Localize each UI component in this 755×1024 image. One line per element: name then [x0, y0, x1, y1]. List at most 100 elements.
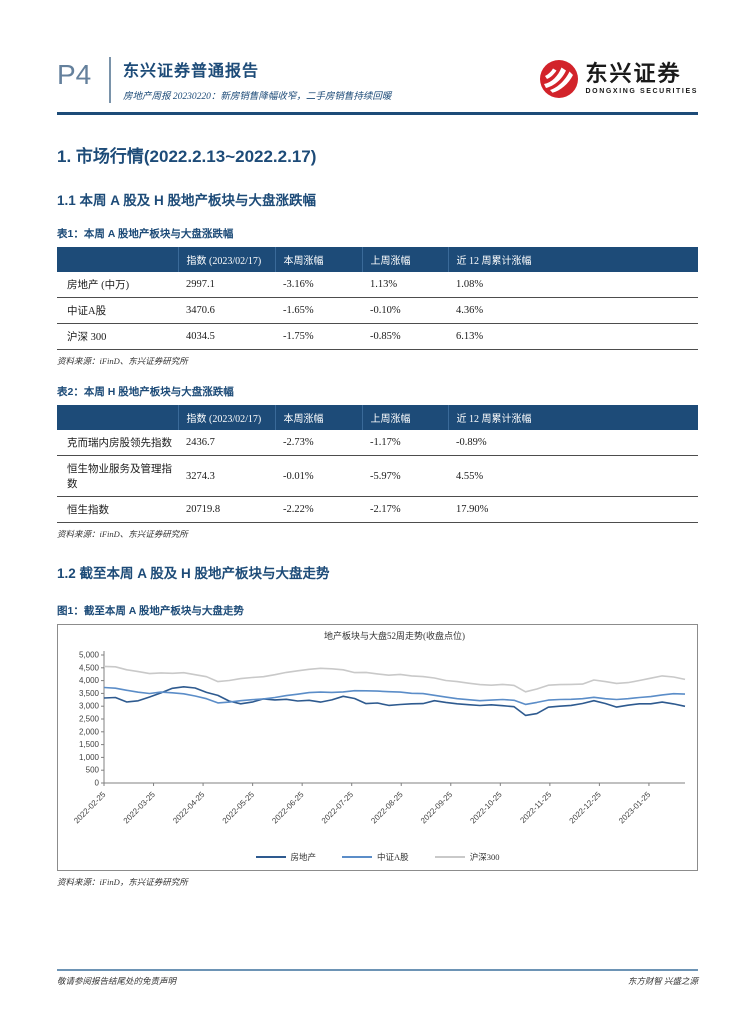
header-divider: [109, 57, 111, 103]
y-tick-label: 0: [95, 779, 100, 788]
table2-caption: 表2：本周 H 股地产板块与大盘涨跌幅: [57, 386, 234, 398]
table2-header-cell: 本周涨幅: [274, 405, 362, 430]
index-value: 2997.1: [178, 272, 275, 298]
y-tick-label: 5,000: [79, 651, 100, 660]
cum-12w-change: -0.89%: [448, 430, 698, 456]
x-tick-label: 2022-07-25: [320, 790, 356, 826]
x-tick-label: 2022-02-25: [72, 790, 108, 826]
section-title: 1. 市场行情(2022.2.13~2022.2.17): [57, 147, 317, 166]
table1-header-row: 指数 (2023/02/17) 本周涨幅 上周涨幅 近 12 周累计涨幅: [57, 247, 698, 272]
x-tick-label: 2022-12-25: [568, 790, 604, 826]
x-tick-label: 2022-04-25: [171, 790, 207, 826]
figure1-caption: 图1：截至本周 A 股地产板块与大盘走势: [57, 605, 244, 617]
brand-name-en: DONGXING SECURITIES: [585, 88, 698, 95]
cum-12w-change: 4.55%: [448, 455, 698, 497]
legend-label: 房地产: [290, 852, 317, 862]
index-value: 3470.6: [178, 297, 275, 324]
subsection-title-1-2: 1.2 截至本周 A 股及 H 股地产板块与大盘走势: [57, 566, 330, 581]
legend-item: 房地产: [255, 851, 317, 863]
trend-chart-svg: 地产板块与大盘52周走势(收盘点位) 0 500 1,000 1,500 2,000 2,5…: [72, 630, 686, 826]
index-value: 2436.7: [178, 430, 275, 456]
week-change: -0.01%: [275, 455, 362, 497]
last-week-change: -5.97%: [362, 455, 448, 497]
week-change: -1.75%: [275, 323, 362, 350]
series-line-中证A股: [103, 686, 686, 706]
y-tick-label: 500: [86, 766, 100, 775]
footer-slogan: 东方财智 兴盛之源: [627, 976, 698, 986]
header-rule: [57, 112, 698, 115]
table-row: 恒生物业服务及管理指数 3274.3 -0.01% -5.97% 4.55%: [57, 455, 698, 497]
cum-12w-change: 17.90%: [448, 496, 698, 523]
table1-source: 资料来源：iFinD、东兴证券研究所: [57, 356, 188, 366]
y-tick-label: 4,000: [79, 676, 100, 685]
table-row: 恒生指数 20719.8 -2.22% -2.17% 17.90%: [57, 496, 698, 523]
legend-item: 中证A股: [342, 851, 409, 863]
chart-title: 地产板块与大盘52周走势(收盘点位): [324, 630, 465, 641]
report-subtitle: 房地产周报 20230220：新房销售降幅收窄，二手房销售持续回暖: [123, 92, 392, 102]
report-type: 东兴证券普通报告: [123, 63, 260, 80]
table1-header-cell: 近 12 周累计涨幅: [447, 247, 698, 272]
cum-12w-change: 4.36%: [448, 297, 698, 324]
page-number: P4: [57, 59, 92, 90]
x-tick-label: 2022-05-25: [221, 790, 257, 826]
series-line-房地产: [103, 685, 686, 717]
table2: 指数 (2023/02/17) 本周涨幅 上周涨幅 近 12 周累计涨幅 克而瑞…: [57, 405, 698, 523]
legend-swatch: [434, 856, 465, 858]
table2-source: 资料来源：iFinD、东兴证券研究所: [57, 529, 188, 539]
legend-swatch: [342, 856, 373, 858]
table2-header-cell: 指数 (2023/02/17): [177, 405, 275, 430]
series-line-沪深300: [103, 665, 686, 693]
last-week-change: -0.85%: [362, 323, 448, 350]
table2-header-cell: 上周涨幅: [361, 405, 448, 430]
cum-12w-change: 6.13%: [448, 323, 698, 350]
table2-header-row: 指数 (2023/02/17) 本周涨幅 上周涨幅 近 12 周累计涨幅: [57, 405, 698, 430]
x-tick-label: 2022-10-25: [468, 790, 504, 826]
index-name: 恒生指数: [57, 496, 178, 523]
y-tick-label: 4,500: [79, 663, 100, 672]
header-titles: 东兴证券普通报告 房地产周报 20230220：新房销售降幅收窄，二手房销售持续…: [123, 55, 539, 102]
index-name: 恒生物业服务及管理指数: [57, 455, 178, 497]
footer-rule: [57, 969, 698, 971]
table1: 指数 (2023/02/17) 本周涨幅 上周涨幅 近 12 周累计涨幅 房地产…: [57, 247, 698, 350]
index-value: 4034.5: [178, 323, 275, 350]
last-week-change: 1.13%: [362, 272, 448, 298]
x-tick-label: 2022-11-25: [518, 790, 553, 825]
table-row: 中证A股 3470.6 -1.65% -0.10% 4.36%: [57, 297, 698, 324]
index-name: 房地产 (中万): [57, 272, 178, 298]
y-tick-label: 1,000: [79, 753, 100, 762]
brand-block: 东兴证券 DONGXING SECURITIES: [539, 55, 698, 99]
index-name: 克而瑞内房股领先指数: [57, 430, 178, 456]
x-tick-label: 2022-09-25: [419, 790, 455, 826]
x-tick-label: 2022-08-25: [369, 790, 405, 826]
x-tick-label: 2022-06-25: [270, 790, 306, 826]
table1-header-cell: [57, 247, 178, 272]
table2-header-cell: [57, 405, 178, 430]
table-row: 房地产 (中万) 2997.1 -3.16% 1.13% 1.08%: [57, 272, 698, 298]
chart-legend: 房地产 中证A股 沪深300: [58, 851, 697, 863]
table-row: 克而瑞内房股领先指数 2436.7 -2.73% -1.17% -0.89%: [57, 430, 698, 456]
last-week-change: -2.17%: [362, 496, 448, 523]
y-tick-label: 1,500: [79, 740, 100, 749]
table1-header-cell: 上周涨幅: [361, 247, 448, 272]
legend-label: 沪深300: [469, 852, 500, 862]
brand-name-cn: 东兴证券: [585, 61, 682, 86]
index-value: 3274.3: [178, 455, 275, 497]
cum-12w-change: 1.08%: [448, 272, 698, 298]
x-tick-label: 2023-01-25: [617, 790, 653, 826]
brand-text: 东兴证券 DONGXING SECURITIES: [585, 61, 698, 96]
legend-swatch: [255, 856, 286, 858]
subsection-title-1-1: 1.1 本周 A 股及 H 股地产板块与大盘涨跌幅: [57, 193, 317, 208]
figure1-source: 资料来源：iFinD，东兴证券研究所: [57, 877, 188, 887]
index-name: 沪深 300: [57, 323, 178, 350]
table1-header-cell: 本周涨幅: [274, 247, 362, 272]
y-tick-label: 3,500: [79, 689, 100, 698]
y-tick-label: 2,500: [79, 715, 100, 724]
last-week-change: -1.17%: [362, 430, 448, 456]
legend-item: 沪深300: [434, 851, 500, 863]
week-change: -2.73%: [275, 430, 362, 456]
page-header: P4 东兴证券普通报告 房地产周报 20230220：新房销售降幅收窄，二手房销…: [57, 55, 698, 103]
legend-label: 中证A股: [377, 852, 409, 862]
week-change: -1.65%: [275, 297, 362, 324]
week-change: -3.16%: [275, 272, 362, 298]
y-tick-label: 3,000: [79, 702, 100, 711]
